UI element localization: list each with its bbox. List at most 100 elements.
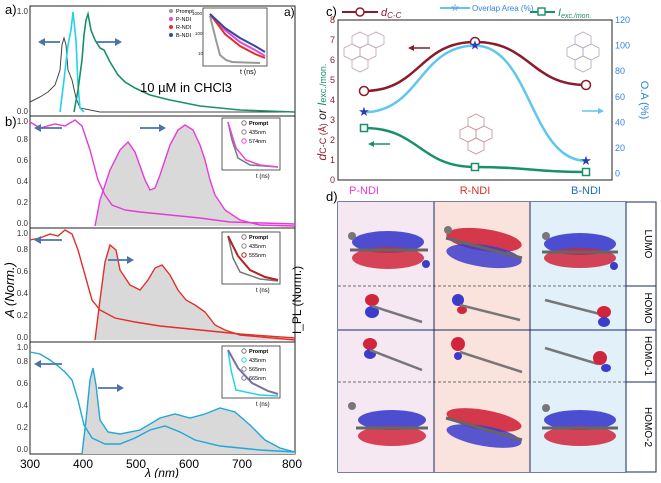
x-tick-600: 600 (179, 457, 199, 471)
legend-label-iexc: Iexc./mon. (558, 7, 591, 20)
legend-marker-overlap: ☆ (451, 3, 460, 14)
chart-c-point-1-1: ★ (469, 38, 481, 53)
legend-marker-b1-435 (241, 129, 247, 135)
y-tick-b2-0: 0.0 (17, 333, 29, 342)
pl-curve-red (94, 243, 296, 341)
inset-b2-legend: Prompt 435nm 555nm (241, 234, 268, 259)
chart-c-ytick-right: 60 (615, 92, 625, 102)
legend-marker-iexc (537, 7, 546, 16)
inset-a-yticks: 1000 100 10 (192, 11, 204, 56)
chart-c-ytick-right: 80 (615, 66, 625, 76)
x-tick-800: 800 (282, 457, 302, 471)
inset-a-r-ndi (209, 13, 266, 59)
inset-a-legend-1: P-NDI (176, 17, 191, 23)
chart-c-ytick-left: 2 (330, 135, 335, 145)
y-tick-b2-06: 0.6 (17, 267, 29, 276)
y-tick-b3-02: 0.2 (17, 423, 29, 432)
chart-c-ytick-left: 7 (330, 35, 335, 45)
inset-b1-legend: Prompt 435nm 574nm (241, 120, 268, 145)
pl-curve-magenta (94, 124, 296, 227)
y-tick-b3-1: 1.0 (17, 343, 29, 352)
chart-c-ytick-left: 0 (330, 175, 335, 185)
y-tick-b2-1: 1.0 (17, 229, 29, 238)
orbital-r-ndi-homo-2 (445, 408, 523, 448)
absorbance-curve-red (29, 229, 296, 339)
chart-c-frame (337, 19, 613, 181)
legend-marker-b3-435 (241, 357, 247, 363)
arrowhead-overlap (598, 108, 604, 114)
arrowhead-right-b1 (159, 124, 166, 132)
absorbance-curve-cyan-b3 (29, 351, 296, 453)
legend-marker-b3-665 (241, 375, 247, 381)
inset-b3-legend-1: 435nm (249, 358, 266, 364)
x-tick-700: 700 (232, 457, 252, 471)
hex-r4 (574, 55, 592, 73)
inset-b2-prompt (227, 235, 279, 282)
panel-b3-curves (29, 351, 296, 455)
chart-c-ylabel-left: dC-C (Å) or Iexc./mon. (315, 64, 329, 161)
molecule-decoration-right (566, 31, 600, 73)
legend-label-dcc: dC-C (381, 7, 402, 20)
inset-b3-legend-2: 565nm (249, 367, 266, 373)
chart-c-ytick-left: 3 (330, 115, 335, 125)
chart-c-category-label: P-NDI (349, 185, 379, 197)
chart-c-ytick-right: 40 (615, 117, 625, 127)
inset-a-ytick-2: 10 (198, 51, 204, 56)
arrowhead-iexc (368, 141, 374, 147)
insets: t (ns) Prompt P-NDI R-NDI B-NDI 1000 100… (169, 7, 281, 408)
legend-marker-b1-574 (241, 138, 247, 144)
orbital-r-ndi-homo-1 (451, 337, 523, 374)
hex-c4 (467, 137, 485, 155)
arrowhead-right-b2 (127, 256, 134, 264)
legend-marker-prompt (169, 9, 173, 13)
pl-fill-red (95, 245, 295, 340)
chart-c-ytick-left: 5 (330, 75, 335, 85)
chart-c-series: ★ ★ ★ (358, 36, 592, 177)
arrowhead-dcc (408, 45, 414, 51)
inset-b2-xlabel: t (ns) (256, 288, 270, 294)
legend-marker-r-ndi (169, 25, 173, 29)
chart-c-ytick-right: 0 (615, 169, 620, 179)
inset-a-legend: Prompt P-NDI R-NDI B-NDI (169, 9, 194, 39)
orbital-p-ndi-lumo (348, 231, 430, 269)
y-tick-b1-06: 0.6 (17, 156, 29, 165)
chart-c-point-1-0: ★ (358, 104, 370, 119)
inset-b3-legend-3: 665nm (249, 376, 266, 382)
inset-a-legend-3: B-NDI (176, 33, 191, 39)
y-tick-b3-04: 0.4 (17, 401, 29, 410)
y-axis-label-pl: I_PL (Norm.) (290, 266, 304, 334)
inset-b2-legend-1: 435nm (249, 244, 266, 250)
inset-a-prompt (209, 15, 261, 64)
arrowhead-left-a (38, 38, 45, 46)
x-tick-400: 400 (73, 457, 93, 471)
y-tick-b3-06: 0.6 (17, 379, 29, 388)
inset-b3-decay (227, 349, 279, 395)
legend-marker-b2-555 (241, 252, 247, 258)
y-tick-b2-08: 0.8 (17, 245, 29, 254)
chart-c-categories: P-NDI R-NDI B-NDI (349, 185, 601, 197)
chart-c-point-0-2 (580, 79, 592, 91)
chart-c-point-2-2 (581, 167, 591, 177)
chart-c-legend: dC-C ☆ Overlap Area (%) Iexc./mon. (342, 3, 591, 20)
y-tick-b1-02: 0.2 (17, 198, 29, 207)
chart-c-ytick-left: 1 (330, 155, 335, 165)
panel-sub-label-a-right: a) (284, 5, 295, 19)
inset-b3-legend: Prompt 435nm 565nm 665nm (241, 348, 268, 382)
chart-c-ytick-right: 120 (615, 15, 630, 25)
inset-b1-legend-2: 574nm (249, 139, 266, 145)
chart-c-category-label: B-NDI (571, 185, 601, 197)
y-tick-b1-08: 0.8 (17, 135, 29, 144)
row-label-box-homo (625, 285, 657, 331)
orbital-b-ndi-homo-2 (542, 404, 618, 446)
chart-c-ticks-right: 0 20 40 60 80 100 120 (615, 15, 630, 179)
orbital-renders (348, 226, 618, 448)
panel-a-curves: 10 µM in CHCl3 (29, 10, 296, 113)
x-axis-label: λ (nm) (144, 466, 179, 478)
x-axis-ticks: 300 400 500 600 700 800 (20, 457, 302, 471)
pl-fill-cyan (82, 368, 295, 454)
legend-marker-b-ndi (169, 33, 173, 37)
x-tick-300: 300 (20, 457, 40, 471)
chart-c-point-0-0 (358, 85, 370, 97)
chart-c-ytick-left: 8 (330, 15, 335, 25)
absorbance-curve-magenta (29, 119, 296, 225)
